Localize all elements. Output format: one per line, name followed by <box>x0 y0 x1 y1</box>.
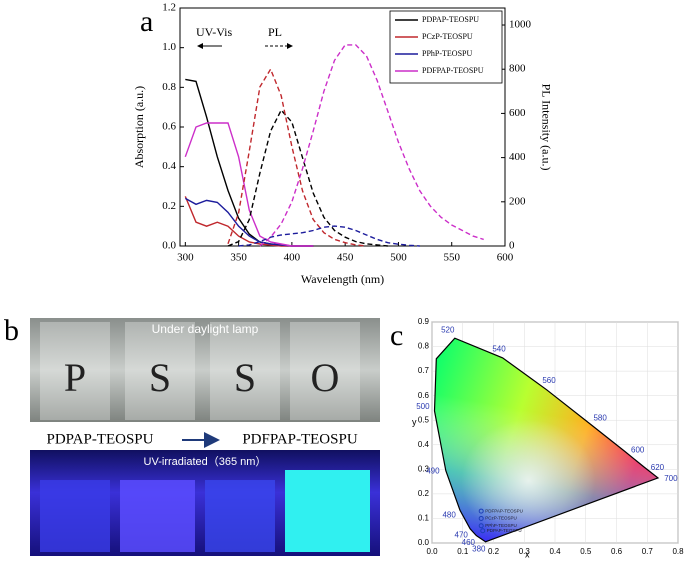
panel-label: a <box>140 5 153 38</box>
x-tick-label: 450 <box>337 252 354 264</box>
panel-label: b <box>4 314 19 347</box>
color-point <box>478 508 484 514</box>
wavelength-label: 600 <box>631 445 645 454</box>
y-tick-label: 0.4 <box>418 440 430 449</box>
wavelength-label: 540 <box>492 344 506 353</box>
series-line <box>238 225 420 247</box>
y-tick-label: 0.8 <box>418 342 430 351</box>
y2-tick-label: 200 <box>509 195 526 207</box>
color-point <box>478 523 484 529</box>
gamut-fill <box>434 338 658 542</box>
wavelength-label: 560 <box>542 376 556 385</box>
y-axis-label: Absorption (a.u.) <box>132 86 146 168</box>
wavelength-label: 620 <box>651 463 665 472</box>
spectral-locus <box>433 337 660 543</box>
y2-tick-label: 800 <box>509 63 526 75</box>
wavelength-label: 700 <box>664 474 678 483</box>
x-tick-label: 0.0 <box>426 547 438 556</box>
legend-label: PDPAP-TEOSPU <box>422 15 479 24</box>
sample-label: PDPAP-TEOSPU <box>47 431 154 447</box>
x-tick-label: 300 <box>177 252 194 264</box>
y-tick-label: 0.2 <box>162 200 176 212</box>
photo-letter: S <box>234 355 256 400</box>
y-tick-label: 0.7 <box>418 366 430 375</box>
photo-letter: O <box>311 355 340 400</box>
x-axis-label: x <box>525 549 530 559</box>
wavelength-label: 490 <box>426 467 440 476</box>
photo-caption: Under daylight lamp <box>152 322 259 336</box>
legend-label: PCzP-TEOSPU <box>422 32 473 41</box>
y-tick-label: 0.6 <box>162 121 176 133</box>
series-line <box>184 197 314 247</box>
y-tick-label: 0.5 <box>418 415 430 424</box>
y2-tick-label: 1000 <box>509 19 532 31</box>
x-tick-label: 550 <box>443 252 460 264</box>
y2-axis-label: PL Intensity (a.u.) <box>539 84 553 171</box>
x-tick-label: 0.3 <box>519 547 531 556</box>
wavelength-label: 500 <box>416 402 430 411</box>
point-label: PCzP-TEOSPU <box>485 516 517 521</box>
photo-letter: P <box>64 355 86 400</box>
wavelength-label: 460 <box>462 538 476 547</box>
y-tick-label: 0.0 <box>162 240 176 252</box>
y-tick-label: 1.0 <box>162 41 176 53</box>
daylight-photo <box>30 318 380 422</box>
y-tick-label: 0.6 <box>418 391 430 400</box>
legend-label: PPhP-TEOSPU <box>422 49 472 58</box>
sample-label: PDFPAP-TEOSPU <box>242 431 357 447</box>
series-line <box>259 44 484 247</box>
x-tick-label: 0.1 <box>457 547 469 556</box>
y-tick-label: 0.1 <box>418 514 430 523</box>
x-tick-label: 350 <box>230 252 247 264</box>
x-axis-label: Wavelength (nm) <box>301 272 384 286</box>
point-label: PPhP-TEOSPU <box>485 523 517 528</box>
photo-letter: S <box>149 355 171 400</box>
point-label: PDPAP-TEOSPU <box>487 528 522 533</box>
y-tick-label: 0.0 <box>418 538 430 547</box>
y2-tick-label: 400 <box>509 151 526 163</box>
color-point <box>480 528 486 534</box>
x-tick-label: 0.6 <box>611 547 623 556</box>
x-tick-label: 0.5 <box>580 547 592 556</box>
y-axis-label: y <box>412 417 417 427</box>
glowing-vials <box>40 470 370 552</box>
y-tick-label: 0.9 <box>418 317 430 326</box>
photo-caption: UV-irradiated（365 nm） <box>144 455 267 468</box>
series-line <box>184 122 314 247</box>
x-tick-label: 0.2 <box>488 547 500 556</box>
x-tick-label: 400 <box>284 252 301 264</box>
panel-label: c <box>390 319 403 352</box>
wavelength-label: 580 <box>593 413 607 422</box>
y-tick-label: 0.2 <box>418 489 430 498</box>
x-tick-label: 600 <box>497 252 514 264</box>
color-point <box>478 515 484 521</box>
series-line <box>227 67 367 247</box>
wavelength-label: 480 <box>442 510 456 519</box>
y2-tick-label: 0 <box>509 240 515 252</box>
wavelength-label: 380 <box>472 545 486 554</box>
wavelength-label: 470 <box>455 530 469 539</box>
annotation: UV-Vis <box>196 25 233 39</box>
wavelength-label: 520 <box>441 326 455 335</box>
y-tick-label: 0.8 <box>162 81 176 93</box>
y-tick-label: 0.4 <box>162 160 176 172</box>
y-tick-label: 0.3 <box>418 464 430 473</box>
legend-label: PDFPAP-TEOSPU <box>422 66 484 75</box>
x-tick-label: 0.8 <box>672 547 684 556</box>
y-tick-label: 1.2 <box>162 2 176 14</box>
series-line <box>227 108 388 247</box>
annotation: PL <box>268 25 282 39</box>
vials <box>40 322 360 420</box>
x-tick-label: 500 <box>390 252 407 264</box>
x-tick-label: 0.4 <box>549 547 561 556</box>
x-tick-label: 0.7 <box>642 547 654 556</box>
point-label: PDFPAP-TEOSPU <box>485 508 523 513</box>
y2-tick-label: 600 <box>509 107 526 119</box>
